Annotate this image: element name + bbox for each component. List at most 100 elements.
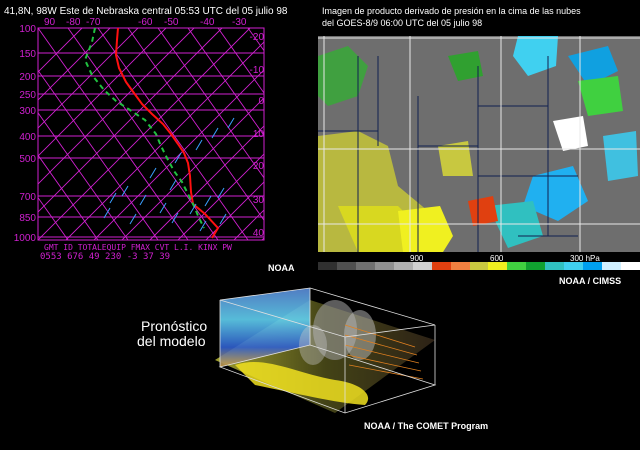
mid-cloud-region [578,76,623,116]
temperature-tick-label: -50 [164,17,179,28]
isotherm-line [93,69,264,240]
right-axis-tick-label: 30 [253,195,265,206]
wind-barb [129,213,137,225]
pressure-tick-label: 1000 [14,233,37,244]
color-scale-swatch [450,262,470,270]
skewt-header: 41,8N, 98W Este de Nebraska central 05:5… [4,6,288,17]
temperature-tick-label: -60 [138,17,153,28]
adiabat-line [187,28,264,137]
pressure-tick-label: 400 [19,132,36,143]
right-axis-ticks: -20 -10 0 10 20 30 40 [250,32,265,239]
model-contours [344,324,424,380]
satellite-title-line1: Imagen de producto derivado de presión e… [322,6,581,16]
isotherm-line [149,125,264,240]
wind-barb [174,152,182,164]
isotherm-line [38,28,223,213]
wind-barb [103,207,111,219]
wind-barb [189,203,197,215]
adiabat-line [157,28,264,179]
wind-barb [219,213,227,225]
high-cloud-region [603,131,638,181]
color-scale-swatch [355,262,375,270]
cloud-top-field [318,36,638,252]
color-scale-swatch [336,262,356,270]
isotherm-line [38,28,139,129]
low-cloud-region [398,206,453,252]
color-scale-swatch [507,262,527,270]
right-axis-tick-label: 20 [253,161,265,172]
satellite-credit: NOAA / CIMSS [559,276,622,286]
adiabat-line [38,28,189,240]
adiabat-line [38,196,69,240]
skew-t-diagram: 90 -80 -70 -60 -50 -40 -30 1001502002503004005… [14,17,312,244]
color-scale-swatch [621,262,640,270]
color-scale-swatch [393,262,413,270]
wind-barb [149,167,157,179]
isotherm-line [205,181,264,240]
model-surface-field [235,362,369,405]
adiabat-line [38,154,99,240]
temperature-tick-label: 90 [44,17,56,28]
wind-barb [171,212,179,224]
pressure-tick-label: 250 [19,90,36,101]
color-scale-swatch [374,262,394,270]
color-scale-swatch [469,262,489,270]
color-scale-swatch [488,262,508,270]
model-label-line2: del modelo [137,333,206,349]
isotherm-line [38,28,83,73]
temperature-tick-label: -40 [200,17,215,28]
pressure-ticks: 100 150 200 250 300 400 500 700 850 1000 [14,24,37,244]
right-axis-tick-label: -20 [250,32,265,43]
skewt-credit: NOAA [268,263,295,273]
isotherm-line [38,28,111,101]
temperature-tick-label: -30 [232,17,247,28]
wind-barb [169,179,177,191]
skew-t-profiles [83,28,235,239]
scale-label-600: 600 [490,254,504,263]
color-scale-swatch [412,262,432,270]
adiabat-line [278,28,312,240]
adiabat-line [97,28,249,240]
isotherm-line [290,28,312,240]
color-scale-swatch [583,262,603,270]
model-bounding-box [218,287,437,414]
wind-barb [217,187,225,199]
right-axis-tick-label: -10 [250,65,265,76]
dewpoint-profile [83,28,205,229]
temperature-tick-label: -70 [86,17,101,28]
pressure-tick-label: 500 [19,154,36,165]
wind-barb [204,195,212,207]
adiabat-line [67,28,219,240]
temperature-ticks: 90 -80 -70 -60 -50 -40 -30 [44,17,247,28]
mid-cloud-region [448,51,483,81]
wind-barb [121,185,129,197]
right-axis-tick-label: 10 [253,129,265,140]
model-cloud [299,325,327,365]
adiabat-line [127,28,264,221]
satellite-title-line2: del GOES-8/9 06:00 UTC del 05 julio 98 [322,18,483,28]
high-cloud-region [553,116,588,151]
isotherm-line [261,237,264,240]
color-scale-swatch [602,262,621,270]
skewt-index-values: 0553 676 49 230 -3 37 39 [40,252,171,262]
isotherm-line [177,153,264,240]
isotherm-line [38,28,251,240]
model-label-line1: Pronóstico [141,318,208,334]
right-axis-tick-label: 40 [253,228,265,239]
model-cross-section [220,288,310,367]
lat-lon-grid [318,36,640,252]
isotherm-line [38,28,195,185]
isotherm-line [38,28,167,157]
mid-cloud-region [438,141,473,176]
pressure-tick-label: 700 [19,192,36,203]
wind-barb [227,117,235,129]
pressure-tick-label: 100 [19,24,36,35]
color-scale-swatch [564,262,584,270]
scale-label-900: 900 [410,254,424,263]
pressure-tick-label: 150 [19,49,36,60]
state-borders [318,56,578,252]
wind-barb [199,220,207,232]
adiabat-line [38,69,159,240]
skew-t-frame [37,27,265,241]
high-cloud-region [513,36,558,76]
